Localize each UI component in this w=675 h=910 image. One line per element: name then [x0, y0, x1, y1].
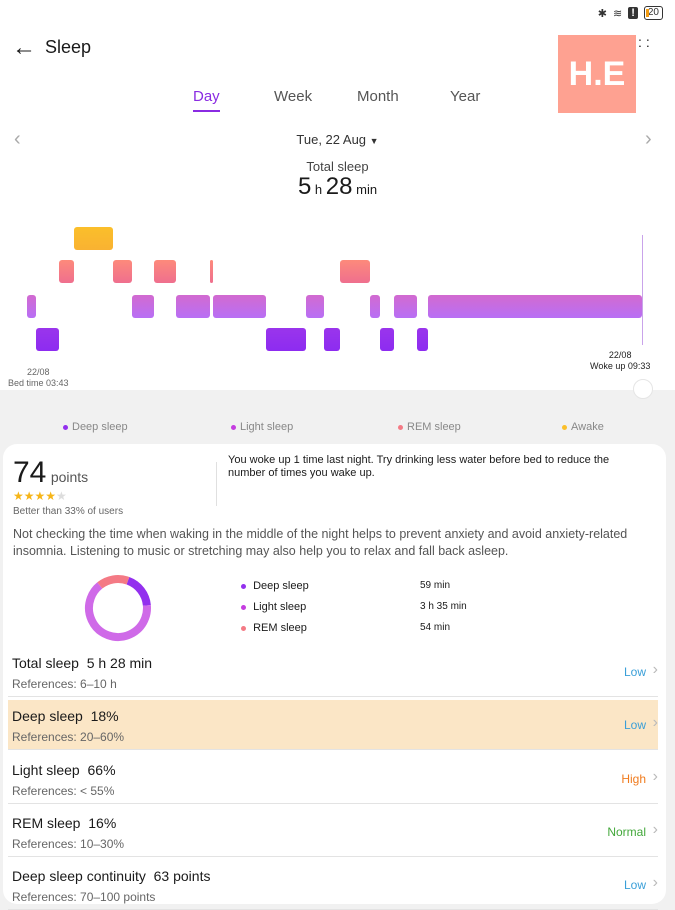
- breakdown-item: Light sleep: [241, 601, 306, 613]
- hypnogram-segment-awake: [74, 227, 114, 250]
- wifi-icon: ≋: [612, 7, 623, 20]
- hypnogram-segment-light: [132, 295, 154, 318]
- legend-deep: Deep sleep: [63, 421, 128, 433]
- tab-week[interactable]: Week: [274, 88, 313, 105]
- previous-day-icon[interactable]: ‹: [14, 128, 21, 150]
- dropdown-icon: ▼: [369, 136, 379, 146]
- legend-awake: Awake: [562, 421, 604, 433]
- metric-reference: References: 20–60%: [12, 730, 125, 745]
- sleep-details-card: 74 points ★★★★★ Better than 33% of users…: [3, 444, 666, 910]
- wake-time-label: 22/08 Woke up 09:33: [590, 350, 651, 371]
- metric-status: Low: [623, 718, 646, 733]
- bluetooth-icon: ✱: [597, 7, 607, 20]
- metric-name: Light sleep 66%: [12, 761, 116, 778]
- hypnogram-segment-deep: [323, 328, 340, 351]
- tab-year[interactable]: Year: [450, 88, 481, 105]
- score-comparison: Better than 33% of users: [13, 506, 124, 517]
- breakdown-value: 54 min: [420, 622, 451, 633]
- hypnogram-segment-deep: [417, 328, 428, 351]
- hypnogram-segment-rem: [209, 260, 214, 283]
- legend-light: Light sleep: [231, 421, 293, 433]
- bed-time-label: 22/08 Bed time 03:43: [8, 367, 69, 388]
- metric-status: High: [621, 771, 646, 786]
- more-options-icon[interactable]: ::: [638, 34, 654, 50]
- metric-reference: References: < 55%: [12, 783, 115, 798]
- metric-row[interactable]: REM sleep 16% References: 10–30% Normal ›: [8, 807, 658, 857]
- watermark-logo: H.E: [558, 35, 636, 113]
- tab-month[interactable]: Month: [357, 88, 399, 105]
- breakdown-item: Deep sleep: [241, 580, 309, 592]
- hypnogram-segment-rem: [113, 260, 133, 283]
- metric-name: Total sleep 5 h 28 min: [12, 655, 153, 671]
- metric-name: REM sleep 16%: [12, 814, 117, 831]
- metric-reference: References: 10–30%: [12, 836, 125, 851]
- metric-row[interactable]: Total sleep 5 h 28 min References: 6–10 h…: [8, 647, 658, 697]
- legend-dot: [241, 604, 246, 610]
- end-marker-line: [642, 235, 643, 345]
- chevron-right-icon: ›: [652, 767, 658, 785]
- metric-row[interactable]: Deep sleep continuity 63 points Reference…: [8, 860, 658, 910]
- breakdown-value: 3 h 35 min: [420, 601, 467, 612]
- metric-status: Low: [623, 878, 646, 893]
- metric-row[interactable]: Deep sleep 18% References: 20–60% Low ›: [8, 700, 658, 751]
- sleep-tip: Not checking the time when waking in the…: [13, 527, 628, 558]
- hypnogram-segment-rem: [58, 260, 75, 283]
- next-day-icon[interactable]: ›: [645, 128, 652, 150]
- metric-status: Low: [623, 665, 646, 679]
- tab-day[interactable]: Day: [193, 88, 220, 112]
- hypnogram-segment-light: [394, 295, 418, 318]
- donut-slice-light-sleep: [85, 575, 151, 641]
- divider: [216, 462, 217, 506]
- score-stars: ★★★★★: [13, 489, 67, 503]
- total-sleep-value: 5 h 28 min: [297, 173, 378, 200]
- date-label: Tue, 22 Aug: [296, 132, 367, 147]
- hypnogram-segment-deep: [35, 328, 59, 351]
- sleep-score: 74 points: [13, 456, 89, 489]
- chevron-right-icon: ›: [652, 661, 658, 678]
- hypnogram-segment-light: [213, 295, 266, 318]
- page-title: Sleep: [45, 37, 92, 57]
- wake-message: You woke up 1 time last night. Try drink…: [228, 454, 610, 479]
- legend-dot: [241, 583, 246, 589]
- hypnogram-segment-light: [27, 295, 36, 318]
- total-sleep-label: Total sleep: [306, 159, 369, 174]
- donut-slice-rem-sleep: [85, 575, 151, 641]
- alert-icon: !: [628, 7, 638, 19]
- sleep-hypnogram[interactable]: [0, 0, 675, 390]
- metric-reference: References: 70–100 points: [12, 890, 156, 905]
- metric-name: Deep sleep 18%: [12, 708, 119, 725]
- date-selector[interactable]: Tue, 22 Aug ▼: [0, 132, 675, 147]
- hypnogram-segment-rem: [339, 260, 370, 283]
- status-bar: ✱ ≋ ! 20: [598, 6, 663, 20]
- chevron-right-icon: ›: [652, 874, 658, 892]
- hypnogram-segment-light: [176, 295, 210, 318]
- chevron-right-icon: ›: [652, 820, 658, 838]
- hypnogram-segment-light: [427, 295, 642, 318]
- metric-reference: References: 6–10 h: [12, 677, 117, 691]
- metric-row[interactable]: Light sleep 66% References: < 55% High ›: [8, 754, 658, 804]
- breakdown-item: REM sleep: [241, 622, 307, 634]
- hypnogram-segment-light: [369, 295, 381, 318]
- breakdown-value: 59 min: [420, 580, 451, 591]
- hypnogram-segment-deep: [265, 328, 307, 351]
- legend-rem: REM sleep: [398, 421, 461, 433]
- timeline-scrubber-handle[interactable]: [633, 379, 653, 399]
- chevron-right-icon: ›: [652, 714, 658, 732]
- battery-indicator: 20: [643, 6, 663, 20]
- metric-name: Deep sleep continuity 63 points: [12, 868, 211, 885]
- legend-dot: [241, 625, 246, 631]
- top-panel: ✱ ≋ ! 20 ← Sleep H.E :: Day Week Month Y…: [0, 0, 675, 399]
- back-arrow-icon[interactable]: ←: [12, 34, 36, 61]
- hypnogram-segment-rem: [153, 260, 177, 283]
- hypnogram-segment-light: [306, 295, 324, 318]
- hypnogram-segment-deep: [380, 328, 395, 351]
- sleep-donut-chart: [85, 575, 151, 641]
- metric-status: Normal: [607, 824, 646, 839]
